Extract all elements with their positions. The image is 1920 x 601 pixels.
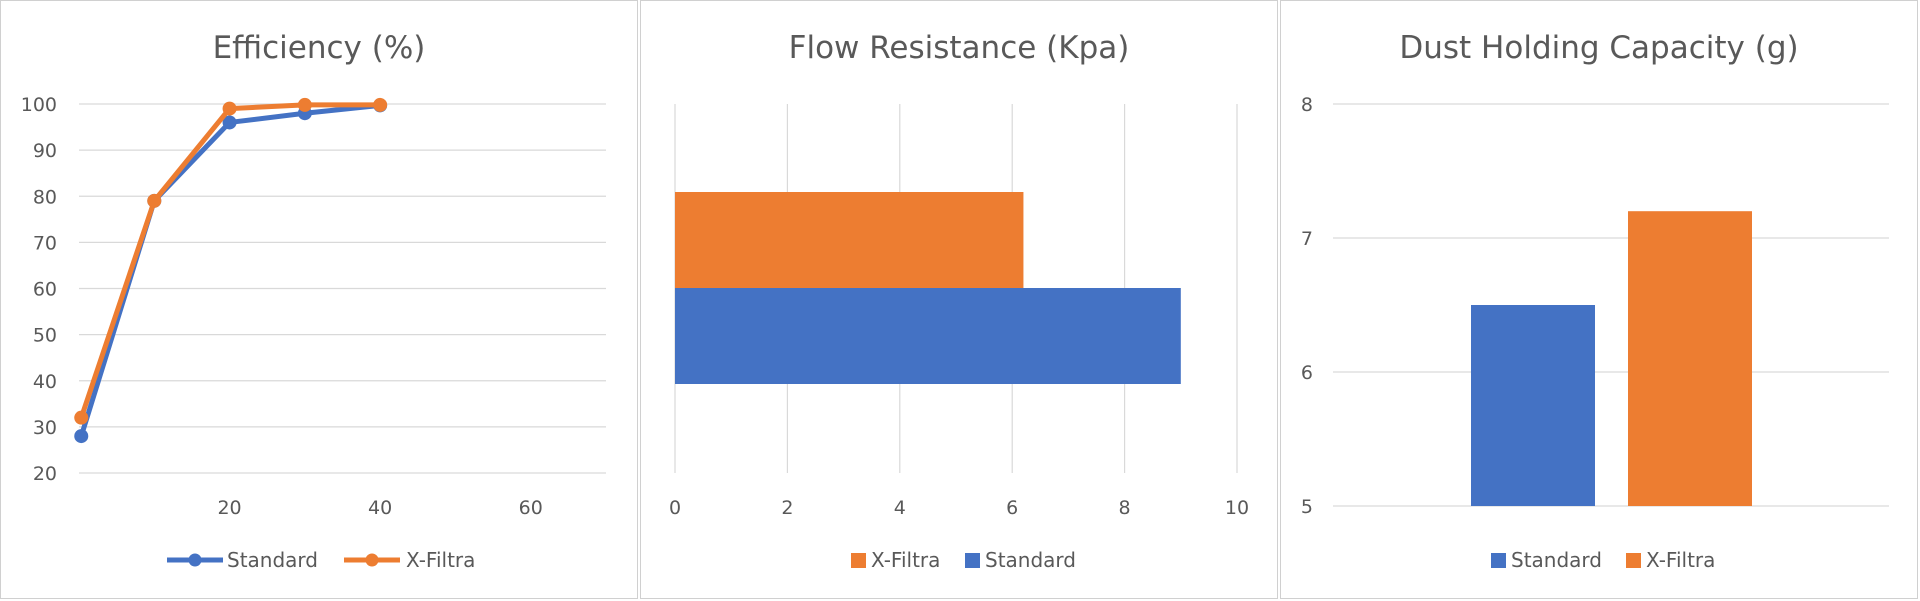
- legend-swatch-standard: [965, 553, 980, 568]
- y-tick-label: 80: [33, 186, 57, 208]
- legend-item-xfiltra: X-Filtra: [344, 548, 475, 572]
- dust-gridlines: [1333, 103, 1889, 507]
- flow-legend: X-Filtra Standard: [851, 548, 1076, 572]
- legend-item-standard: Standard: [965, 548, 1076, 572]
- data-point-x-filtra: [297, 97, 312, 112]
- x-tick-label: 6: [1006, 497, 1018, 519]
- bar-x-filtra: [675, 192, 1024, 288]
- bar-x-filtra: [1628, 211, 1752, 506]
- data-point-x-filtra: [373, 97, 388, 112]
- y-tick-label: 30: [33, 417, 57, 439]
- y-tick-label: 8: [1301, 94, 1313, 116]
- legend-item-xfiltra: X-Filtra: [1626, 548, 1715, 572]
- efficiency-chart: Efficiency (%) 100 90 80 70 60 50 40 30 20 20 40 6…: [21, 30, 606, 572]
- legend-label-xfiltra: X-Filtra: [406, 548, 475, 572]
- dust-y-ticks: 8 7 6 5: [1301, 94, 1313, 518]
- efficiency-y-ticks: 100 90 80 70 60 50 40 30 20: [21, 94, 57, 485]
- data-point-x-filtra: [74, 410, 89, 425]
- legend-item-standard: Standard: [1491, 548, 1602, 572]
- x-tick-label: 8: [1119, 497, 1131, 519]
- x-tick-label: 4: [894, 497, 906, 519]
- bar-standard: [1471, 305, 1595, 506]
- y-tick-label: 70: [33, 232, 57, 254]
- dust-bars: [1471, 211, 1752, 506]
- x-tick-label: 40: [368, 497, 392, 519]
- data-point-standard: [74, 429, 89, 444]
- legend-label-standard: Standard: [985, 548, 1076, 572]
- flow-x-ticks: 0 2 4 6 8 10: [669, 497, 1249, 519]
- flow-resistance-chart: Flow Resistance (Kpa) 0 2 4 6 8 10 X-Filtra S…: [669, 30, 1249, 572]
- y-tick-label: 60: [33, 279, 57, 301]
- efficiency-legend: Standard X-Filtra: [167, 548, 475, 572]
- y-tick-label: 5: [1301, 496, 1313, 518]
- flow-bars: [675, 192, 1181, 384]
- dust-capacity-chart-panel: Dust Holding Capacity (g) 8 7 6 5 Standard …: [1280, 0, 1918, 599]
- x-tick-label: 0: [669, 497, 681, 519]
- legend-label-standard: Standard: [227, 548, 318, 572]
- efficiency-x-ticks: 20 40 60: [217, 497, 542, 519]
- y-tick-label: 100: [21, 94, 57, 116]
- legend-swatch-standard: [1491, 553, 1506, 568]
- bar-standard: [675, 288, 1181, 384]
- legend-swatch-xfiltra: [1626, 553, 1641, 568]
- dust-capacity-chart: Dust Holding Capacity (g) 8 7 6 5 Standard …: [1301, 30, 1889, 572]
- efficiency-chart-panel: Efficiency (%) 100 90 80 70 60 50 40 30 20 20 40 6…: [0, 0, 638, 599]
- legend-label-standard: Standard: [1511, 548, 1602, 572]
- y-tick-label: 40: [33, 371, 57, 393]
- x-tick-label: 10: [1225, 497, 1249, 519]
- dust-capacity-chart-title: Dust Holding Capacity (g): [1399, 30, 1798, 66]
- legend-item-xfiltra: X-Filtra: [851, 548, 940, 572]
- legend-label-xfiltra: X-Filtra: [871, 548, 940, 572]
- x-tick-label: 20: [217, 497, 241, 519]
- series-line-standard: [78, 102, 383, 439]
- flow-resistance-chart-panel: Flow Resistance (Kpa) 0 2 4 6 8 10 X-Filtra S…: [640, 0, 1278, 599]
- flow-resistance-chart-title: Flow Resistance (Kpa): [789, 30, 1130, 66]
- efficiency-chart-title: Efficiency (%): [213, 30, 426, 66]
- y-tick-label: 90: [33, 140, 57, 162]
- y-tick-label: 7: [1301, 228, 1313, 250]
- legend-marker-standard: [188, 553, 202, 567]
- efficiency-gridlines: [79, 103, 606, 474]
- legend-item-standard: Standard: [167, 548, 318, 572]
- y-tick-label: 6: [1301, 362, 1313, 384]
- data-point-x-filtra: [222, 101, 237, 116]
- y-tick-label: 50: [33, 325, 57, 347]
- legend-swatch-xfiltra: [851, 553, 866, 568]
- series-line-x-filtra: [78, 102, 383, 421]
- data-point-x-filtra: [147, 193, 162, 208]
- y-tick-label: 20: [33, 463, 57, 485]
- x-tick-label: 60: [519, 497, 543, 519]
- x-tick-label: 2: [781, 497, 793, 519]
- legend-marker-xfiltra: [365, 553, 379, 567]
- dust-legend: Standard X-Filtra: [1491, 548, 1715, 572]
- efficiency-series: [74, 97, 388, 444]
- legend-label-xfiltra: X-Filtra: [1646, 548, 1715, 572]
- data-point-standard: [222, 115, 237, 130]
